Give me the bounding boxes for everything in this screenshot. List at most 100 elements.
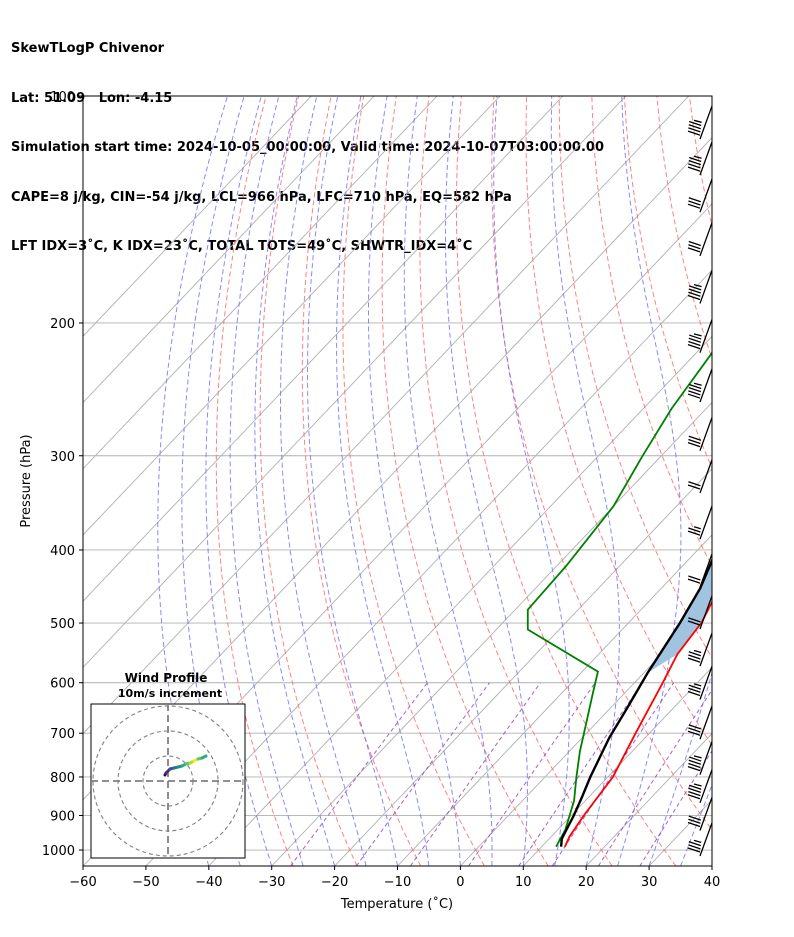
wind-barb-feather [688, 200, 701, 206]
wind-barb-feather [688, 291, 701, 297]
wind-barb-feather [688, 617, 701, 623]
wind-barb [687, 741, 713, 775]
wind-barb-feather [687, 393, 701, 399]
x-axis-label: Temperature (˚C) [340, 896, 453, 912]
x-tick-label: −30 [258, 875, 285, 890]
mixing-ratio-line [409, 682, 541, 866]
wind-barb-feather [688, 784, 702, 790]
wind-barb [687, 595, 713, 630]
wind-barb-feather [688, 240, 702, 247]
moist-adiabat-line [680, 783, 712, 866]
moist-adiabat-line [648, 671, 712, 866]
isotherm-line [271, 401, 712, 866]
y-tick-label: 1000 [42, 844, 75, 859]
wind-barb-staff [699, 368, 713, 403]
isotherm-line [334, 468, 712, 866]
wind-barb-feather [687, 130, 701, 136]
y-tick-label: 100 [50, 90, 75, 105]
wind-barb-staff [699, 417, 713, 451]
wind-barb-staff [699, 553, 713, 588]
dry-adiabat-line [525, 96, 712, 747]
wind-barb-staff [699, 105, 713, 140]
wind-barb-feather [687, 484, 701, 490]
wind-barb-half-feather [693, 155, 702, 159]
wind-barb-feather [688, 654, 701, 660]
wind-barb-half-feather [693, 382, 702, 386]
wind-barb-staff [699, 141, 713, 176]
wind-barb-feather [688, 120, 702, 127]
isotherm-line [83, 96, 627, 669]
wind-barb-feather [687, 166, 701, 172]
wind-barb-feather [687, 247, 701, 253]
isotherm-line [208, 335, 712, 866]
wind-barb-feather [687, 657, 701, 663]
wind-barb-feather [688, 481, 701, 487]
wind-barb-feather [688, 684, 702, 690]
moist-adiabat-line [336, 96, 430, 866]
isotherm-line [83, 96, 438, 470]
wind-barb-staff [699, 270, 713, 304]
y-axis-label: Pressure (hPa) [19, 434, 34, 527]
wind-barb-feather [688, 790, 701, 797]
wind-barb-feather [688, 127, 701, 133]
mixing-ratio-line [468, 682, 596, 866]
wind-barb-feather [688, 334, 702, 340]
isotherm-line [648, 799, 712, 866]
isotherm-line [711, 865, 712, 866]
wind-barb-feather [688, 651, 702, 657]
wind-barb-feather [688, 841, 702, 847]
wind-barb-feather [688, 727, 701, 733]
wind-barb [687, 417, 713, 451]
x-tick-label: −10 [384, 875, 411, 890]
y-tick-label: 800 [50, 771, 75, 786]
dry-adiabat-line [215, 96, 294, 866]
data-layer [526, 351, 712, 848]
hodograph-segment [200, 754, 208, 760]
mixing-ratio-line [639, 749, 712, 866]
chart-header: SkewTLogP Chivenor Lat: 51.09 Lon: -4.15… [11, 8, 604, 289]
wind-barb-feather [687, 530, 701, 536]
x-tick-label: 20 [578, 875, 595, 890]
wind-barb-feather [688, 818, 701, 824]
wind-barb [687, 105, 713, 140]
x-tick-label: −50 [132, 875, 159, 890]
wind-barb [687, 705, 713, 740]
moist-adiabat-line [403, 96, 493, 866]
wind-barb-feather [688, 787, 702, 794]
wind-barb-feather [687, 344, 701, 350]
wind-barb [687, 822, 713, 857]
wind-barb-half-feather [693, 649, 702, 654]
wind-barb-feather [688, 724, 702, 730]
header-station-title: SkewTLogP Chivenor [11, 41, 165, 56]
wind-barb-feather [688, 527, 701, 533]
x-tick-label: 0 [456, 875, 464, 890]
wind-barb-half-feather [693, 783, 702, 787]
wind-barb [687, 270, 713, 304]
wind-barb [687, 553, 713, 588]
wind-barb-half-feather [693, 683, 702, 687]
x-tick-label: 30 [641, 875, 658, 890]
dry-adiabat-line [755, 96, 794, 866]
y-tick-label: 300 [50, 450, 75, 465]
wind-barb-feather [688, 285, 702, 291]
grid-layer [83, 96, 794, 866]
wind-barb-feather [687, 578, 701, 584]
wind-barb [687, 459, 713, 494]
wind-barb-staff [699, 797, 713, 831]
moist-adiabat-line [181, 96, 245, 866]
wind-barbs [687, 105, 713, 857]
wind-barb-half-feather [693, 119, 702, 123]
x-tick-label: 40 [704, 875, 721, 890]
wind-barb [687, 178, 713, 213]
wind-barb-feather [687, 794, 701, 800]
isotherm-line [522, 666, 712, 866]
wind-barb-feather [687, 294, 701, 301]
y-tick-label: 700 [50, 727, 75, 742]
isotherm-line [83, 96, 690, 735]
dry-adiabat-line [381, 96, 549, 866]
mixing-ratio-line [355, 682, 490, 866]
wind-barb-feather [687, 442, 701, 448]
moist-adiabat-line [280, 96, 367, 866]
